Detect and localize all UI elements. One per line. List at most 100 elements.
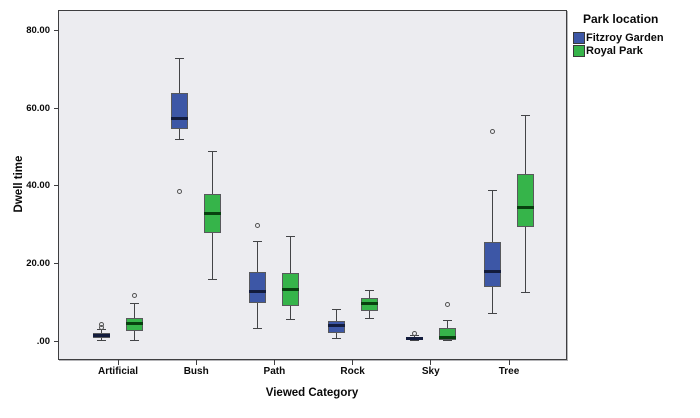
boxplot-box <box>249 272 267 304</box>
whisker-upper <box>257 241 259 273</box>
boxplot-box <box>438 328 456 340</box>
whisker-cap-upper <box>442 319 452 321</box>
whisker-cap-lower <box>409 340 419 342</box>
y-axis-tick-label: 80.00 <box>26 24 50 36</box>
outlier-point <box>132 293 137 299</box>
x-axis-tick <box>430 360 432 365</box>
whisker-lower <box>212 232 214 280</box>
x-axis-tick <box>273 360 275 365</box>
whisker-cap-lower <box>442 340 452 342</box>
x-axis-category-label: Rock <box>340 366 365 377</box>
whisker-lower <box>525 227 526 293</box>
whisker-cap-upper <box>488 189 497 191</box>
x-axis-category-label: Path <box>263 366 286 377</box>
whisker-upper <box>179 58 181 93</box>
whisker-cap-lower <box>175 139 185 141</box>
boxplot-median <box>438 335 456 339</box>
whisker-cap-lower <box>130 339 139 341</box>
legend-label-royal-park: Royal Park <box>586 44 643 57</box>
whisker-cap-upper <box>331 309 341 311</box>
whisker-upper <box>134 303 135 318</box>
x-axis-category-label: Bush <box>183 366 209 377</box>
legend-label-fitzroy-garden: Fitzroy Garden <box>586 31 664 44</box>
whisker-cap-upper <box>253 241 263 243</box>
y-axis-tick-label: 20.00 <box>26 258 50 270</box>
whisker-lower <box>446 339 448 341</box>
legend-title: Park location <box>583 12 659 26</box>
whisker-lower <box>179 128 181 140</box>
y-axis-tick-label: .00 <box>36 335 50 347</box>
legend-item-fitzroy-garden: Fitzroy Garden <box>573 31 664 44</box>
whisker-upper <box>212 151 214 195</box>
y-axis-tick <box>54 263 58 265</box>
y-axis-tick-label: 60.00 <box>26 102 50 114</box>
whisker-upper <box>368 290 370 299</box>
whisker-lower <box>368 310 370 319</box>
whisker-cap-upper <box>521 114 530 116</box>
whisker-cap-lower <box>286 319 296 321</box>
whisker-cap-upper <box>175 58 185 60</box>
whisker-upper <box>101 329 102 333</box>
boxplot-median <box>405 337 423 341</box>
whisker-cap-lower <box>521 291 530 293</box>
whisker-cap-upper <box>208 150 218 152</box>
x-axis-category-label: Tree <box>498 366 520 377</box>
boxplot-box <box>171 92 189 129</box>
whisker-lower <box>257 303 259 329</box>
y-axis-tick <box>54 185 58 187</box>
boxplot-median <box>327 324 345 328</box>
y-axis-tick <box>54 340 58 342</box>
boxplot-median <box>93 333 110 337</box>
boxplot-median <box>360 302 378 306</box>
whisker-upper <box>525 115 526 174</box>
boxplot-median <box>249 290 267 294</box>
whisker-lower <box>290 305 292 320</box>
x-axis-tick <box>508 360 510 365</box>
legend-swatch-fitzroy-garden <box>573 31 585 44</box>
plot-area <box>54 10 567 360</box>
whisker-upper <box>492 190 493 243</box>
outlier-point <box>177 189 183 195</box>
whisker-cap-lower <box>208 278 218 280</box>
whisker-cap-lower <box>97 340 106 342</box>
whisker-upper <box>335 309 337 322</box>
whisker-lower <box>134 331 135 341</box>
y-axis-tick-label: 40.00 <box>26 180 50 192</box>
x-axis-category-label: Sky <box>421 366 440 377</box>
legend-swatch-royal-park <box>573 44 585 57</box>
whisker-cap-lower <box>253 327 263 329</box>
boxplot-median <box>126 321 143 325</box>
whisker-upper <box>290 236 292 274</box>
whisker-cap-lower <box>331 338 341 340</box>
x-axis-title: Viewed Category <box>265 387 359 399</box>
y-axis-tick <box>54 29 58 31</box>
whisker-lower <box>492 287 493 314</box>
boxplot-box <box>484 242 501 288</box>
whisker-cap-lower <box>364 318 374 320</box>
outlier-point <box>411 331 417 337</box>
whisker-lower <box>335 333 337 339</box>
boxplot-median <box>282 287 300 291</box>
whisker-upper <box>413 335 415 338</box>
x-axis-tick <box>117 360 119 365</box>
legend-item-royal-park: Royal Park <box>573 44 664 57</box>
whisker-cap-upper <box>286 235 296 237</box>
whisker-cap-upper <box>364 290 374 292</box>
y-axis-tick <box>54 107 58 109</box>
whisker-lower <box>101 337 102 341</box>
whisker-upper <box>446 320 448 329</box>
x-axis-category-label: Artificial <box>97 366 138 377</box>
boxplot-median <box>171 117 189 121</box>
outlier-point <box>255 222 261 228</box>
outlier-point <box>444 301 450 307</box>
outlier-point <box>99 322 104 328</box>
x-axis-tick <box>195 360 197 365</box>
outlier-point <box>490 129 495 135</box>
boxplot-median <box>484 269 501 273</box>
legend: Park location Fitzroy Garden Royal Park <box>573 12 664 57</box>
boxplot-median <box>517 206 534 210</box>
boxplot-box <box>517 173 534 228</box>
whisker-cap-lower <box>488 312 497 314</box>
x-axis-tick <box>352 360 354 365</box>
